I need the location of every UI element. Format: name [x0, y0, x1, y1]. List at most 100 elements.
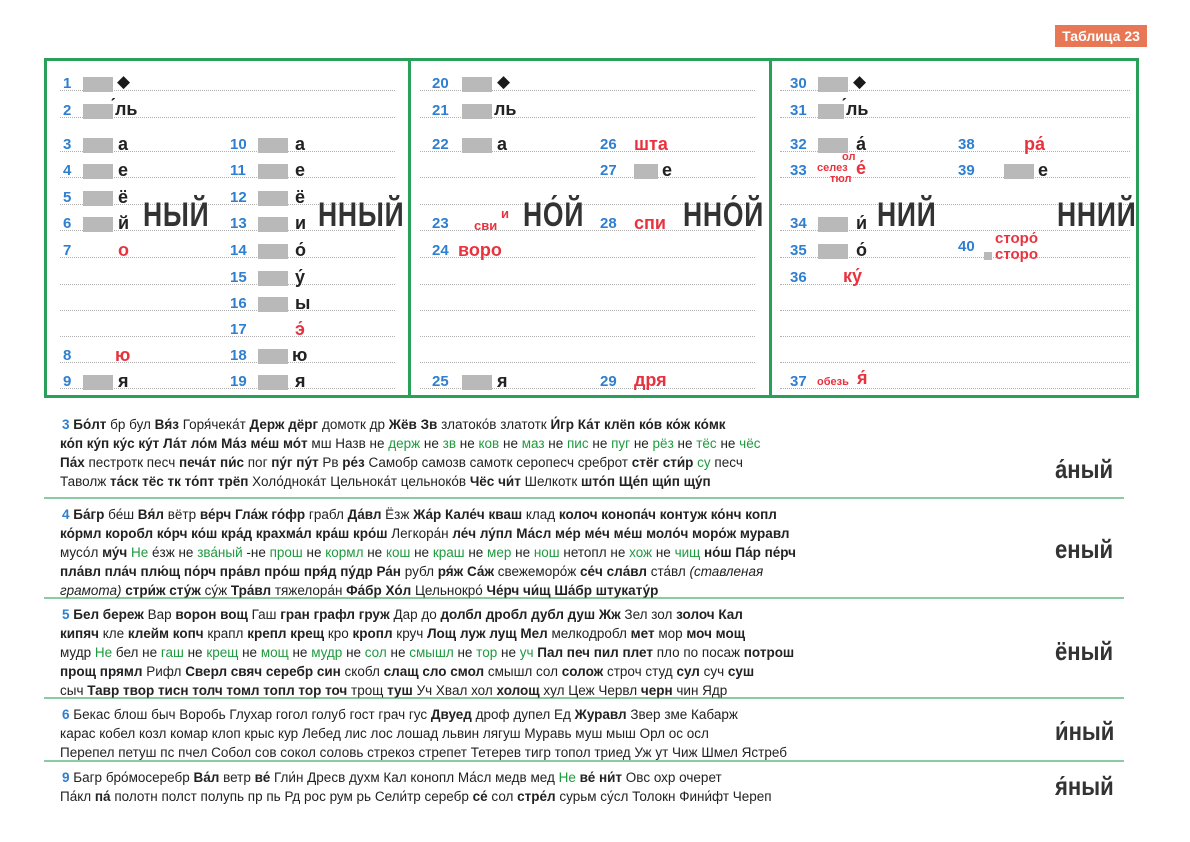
dotted-guide-line	[420, 230, 755, 231]
row-number: 6	[63, 215, 72, 232]
word-stem: не	[346, 645, 365, 660]
word-stem: мудр	[60, 645, 95, 660]
word-stem: Гли́н Дресв духм Кал конопл Ма́сл медв м…	[273, 770, 559, 785]
word-stem: не	[306, 545, 326, 560]
ending-letter: а	[295, 134, 306, 154]
ending-letter: я	[118, 371, 129, 391]
word-stem: не	[187, 645, 207, 660]
dotted-guide-line	[60, 90, 395, 91]
word-stem: солож	[561, 664, 607, 679]
word-stem: Са́ж	[467, 564, 498, 579]
word-stem: мелкодробл	[551, 626, 631, 641]
ending-letter: ́ль	[846, 99, 869, 119]
dotted-guide-line	[780, 336, 1130, 337]
word-stem: Хо́л	[385, 583, 415, 598]
word-stem: золоч Кал	[676, 607, 743, 622]
section-number: 9	[62, 770, 74, 785]
word-stem: сурьм су́сл Толокн Фини́фт Череп	[559, 789, 772, 804]
word-stem: пестротк песч	[88, 455, 179, 470]
word-stem: мет	[630, 626, 659, 641]
word-stem: ворон вощ	[175, 607, 252, 622]
word-stem: не	[502, 436, 522, 451]
word-stem: но́ш	[704, 545, 736, 560]
word-stem: смышл сол	[487, 664, 562, 679]
word-stem: Вя́л	[137, 507, 168, 522]
word-stem: чин Ядр	[676, 683, 728, 698]
section-divider	[44, 760, 1124, 762]
stem-word: сторо	[995, 246, 1038, 263]
row-number: 3	[63, 136, 72, 153]
word-stem: Ёзж	[385, 507, 414, 522]
word-stem: Легкора́н	[391, 526, 453, 541]
word-stem: па́	[94, 789, 115, 804]
stem-placeholder	[462, 104, 492, 119]
word-line: карас кобел козл комар клоп крыс кур Леб…	[44, 724, 1044, 743]
dotted-guide-line	[60, 151, 395, 152]
stem-placeholder	[258, 349, 288, 364]
word-stem: ле́ч лу́пл	[452, 526, 517, 541]
stem-placeholder	[818, 217, 848, 232]
ending-letter: е	[295, 160, 306, 180]
word-stem: мудр	[311, 645, 347, 660]
ending-letter: ы	[295, 293, 311, 313]
word-stem: не	[459, 436, 479, 451]
word-section: 9 Багр бро́мосеребр Ва́л ветр ве́ Гли́н …	[44, 768, 1044, 806]
row-number: 25	[432, 373, 449, 390]
stem-word: шта	[634, 134, 668, 154]
word-stem: Дар до	[393, 607, 441, 622]
word-line: 3 Бо́лт бр бул Вя́з Горя́чека́т Держ дёр…	[44, 415, 1044, 434]
row-number: 15	[230, 269, 247, 286]
dotted-guide-line	[60, 177, 395, 178]
section-number: 4	[62, 507, 74, 522]
ending-letter: а́	[856, 134, 867, 154]
word-stem: Шелкотк	[524, 474, 581, 489]
stem-placeholder	[83, 77, 113, 92]
stem-word: спи	[634, 213, 666, 233]
dotted-guide-line	[780, 310, 1130, 311]
dotted-guide-line	[60, 336, 395, 337]
word-stem: зва́ный	[197, 545, 247, 560]
row-number: 28	[600, 215, 617, 232]
word-stem: дроф дупел Ед	[475, 707, 575, 722]
dotted-guide-line	[60, 257, 395, 258]
dotted-guide-line	[60, 388, 395, 389]
row-number: 17	[230, 321, 247, 338]
word-stem: круч	[396, 626, 428, 641]
dotted-guide-line	[60, 230, 395, 231]
ending-big: ННО́Й	[683, 196, 765, 234]
word-stem: ве́	[254, 770, 274, 785]
word-stem: сыч	[60, 683, 88, 698]
ending-letter: о́	[295, 240, 306, 260]
word-stem: хул Цеж Червл	[543, 683, 641, 698]
stem-placeholder	[83, 164, 113, 179]
word-stem: Горя́чека́т	[182, 417, 250, 432]
word-stem: Гла́ж го́фр	[235, 507, 309, 522]
diamond-icon: ◆	[497, 72, 511, 91]
word-stem: Не	[558, 770, 580, 785]
word-stem: е́зж не	[152, 545, 198, 560]
word-line: 5 Бел береж Вар ворон вощ Гаш гран графл…	[44, 605, 1044, 624]
word-stem: не	[457, 645, 477, 660]
word-stem: муравл	[739, 526, 790, 541]
word-stem: потрош	[743, 645, 795, 660]
word-stem: пис	[567, 436, 593, 451]
word-line: 9 Багр бро́мосеребр Ва́л ветр ве́ Гли́н …	[44, 768, 1044, 787]
dotted-guide-line	[420, 257, 755, 258]
word-stem: Ва́л	[193, 770, 224, 785]
row-number: 4	[63, 162, 72, 179]
word-stem: суш	[727, 664, 755, 679]
row-number: 20	[432, 75, 449, 92]
ending-letter: й	[118, 213, 130, 233]
word-stem: песч	[714, 455, 743, 470]
row-number: 24	[432, 242, 449, 259]
row-number: 19	[230, 373, 247, 390]
row-number: 18	[230, 347, 247, 364]
word-stem: Ша́бр штукату́р	[554, 583, 659, 598]
word-stem: моч мощ	[686, 626, 746, 641]
word-line: Па́кл па́ полотн полст полупь пр пь Рд р…	[44, 787, 1044, 806]
word-stem: крепл крещ	[247, 626, 328, 641]
word-stem: Вя́з	[154, 417, 183, 432]
word-stem: ве́ ни́т	[579, 770, 626, 785]
dotted-guide-line	[780, 151, 1130, 152]
word-stem: су́ж	[204, 583, 231, 598]
